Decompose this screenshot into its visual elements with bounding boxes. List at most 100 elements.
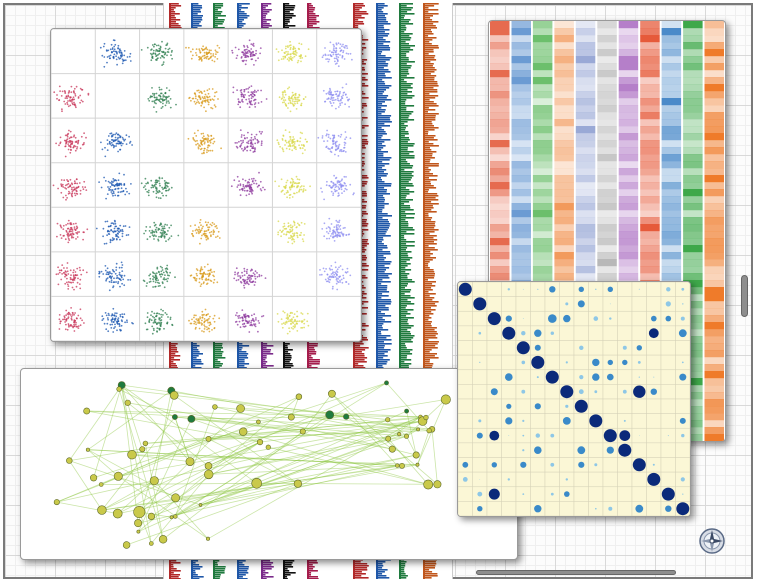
- node[interactable]: [299, 428, 306, 435]
- node[interactable]: [423, 414, 429, 421]
- node[interactable]: [327, 389, 336, 398]
- node[interactable]: [415, 462, 420, 467]
- bar: [284, 560, 295, 562]
- bar: [192, 361, 202, 363]
- node[interactable]: [149, 541, 154, 546]
- node[interactable]: [147, 512, 155, 520]
- scatterplot-matrix-panel[interactable]: [50, 28, 362, 342]
- node[interactable]: [171, 414, 178, 420]
- node[interactable]: [89, 474, 98, 482]
- node[interactable]: [187, 415, 196, 423]
- node[interactable]: [239, 427, 248, 436]
- node[interactable]: [122, 541, 131, 549]
- node[interactable]: [395, 463, 400, 468]
- edge: [86, 410, 261, 443]
- node[interactable]: [293, 479, 303, 488]
- node[interactable]: [295, 393, 303, 400]
- node[interactable]: [399, 463, 405, 469]
- node[interactable]: [397, 431, 402, 437]
- node[interactable]: [236, 404, 245, 413]
- bar: [400, 43, 409, 45]
- node[interactable]: [385, 417, 391, 423]
- bar: [354, 349, 366, 351]
- node[interactable]: [98, 482, 104, 487]
- node[interactable]: [66, 457, 73, 464]
- node[interactable]: [83, 407, 91, 415]
- bar: [377, 277, 390, 279]
- node[interactable]: [127, 449, 137, 460]
- node[interactable]: [149, 476, 159, 486]
- node[interactable]: [205, 436, 212, 442]
- node[interactable]: [158, 535, 168, 544]
- bar: [377, 309, 389, 311]
- bar: [262, 349, 271, 351]
- node[interactable]: [384, 380, 389, 386]
- node[interactable]: [433, 480, 442, 489]
- node[interactable]: [426, 427, 432, 434]
- bar: [238, 560, 246, 562]
- node[interactable]: [251, 478, 262, 489]
- node[interactable]: [206, 536, 211, 541]
- node[interactable]: [325, 410, 335, 420]
- node[interactable]: [171, 493, 180, 503]
- node[interactable]: [173, 514, 178, 519]
- node[interactable]: [388, 445, 396, 453]
- bar: [377, 19, 387, 21]
- node[interactable]: [142, 440, 149, 447]
- node[interactable]: [134, 519, 143, 528]
- node[interactable]: [198, 503, 203, 507]
- node[interactable]: [416, 427, 421, 432]
- node[interactable]: [204, 469, 214, 480]
- bar: [284, 15, 296, 17]
- node[interactable]: [136, 529, 141, 534]
- edge: [207, 416, 421, 540]
- node[interactable]: [185, 457, 195, 466]
- corr-dot: [505, 417, 513, 425]
- node[interactable]: [412, 451, 420, 459]
- bar: [400, 361, 405, 363]
- horizontal-scrollbar-thumb[interactable]: [476, 570, 676, 575]
- bar: [262, 357, 267, 359]
- node[interactable]: [139, 446, 146, 453]
- node[interactable]: [133, 506, 146, 519]
- node[interactable]: [265, 444, 271, 450]
- bar: [377, 319, 385, 321]
- node[interactable]: [287, 413, 295, 421]
- node[interactable]: [256, 419, 261, 425]
- bar: [400, 259, 410, 261]
- correlation-matrix-panel[interactable]: [457, 281, 691, 517]
- node[interactable]: [343, 413, 350, 420]
- node[interactable]: [212, 404, 218, 410]
- node[interactable]: [169, 515, 174, 520]
- node[interactable]: [97, 505, 107, 515]
- bar: [424, 49, 434, 51]
- node[interactable]: [385, 435, 392, 442]
- bar: [424, 241, 434, 243]
- bar: [377, 167, 383, 169]
- node[interactable]: [404, 408, 409, 414]
- node[interactable]: [169, 390, 179, 400]
- bar: [192, 23, 200, 25]
- bar: [214, 355, 223, 357]
- node[interactable]: [256, 438, 264, 446]
- node[interactable]: [116, 386, 122, 392]
- node[interactable]: [113, 471, 123, 481]
- bar: [400, 323, 409, 325]
- bar: [377, 105, 387, 107]
- node[interactable]: [124, 399, 131, 406]
- bar: [377, 179, 382, 181]
- node[interactable]: [85, 447, 90, 452]
- bar: [170, 19, 181, 21]
- bar: [400, 103, 406, 105]
- node[interactable]: [204, 462, 213, 470]
- compass-icon[interactable]: [698, 527, 726, 555]
- vertical-scrollbar-thumb[interactable]: [741, 275, 748, 317]
- bar: [400, 27, 407, 29]
- node[interactable]: [53, 499, 60, 506]
- node[interactable]: [440, 394, 451, 405]
- bar: [424, 227, 435, 229]
- node[interactable]: [112, 508, 123, 519]
- network-graph-panel[interactable]: [20, 368, 518, 560]
- node[interactable]: [403, 433, 409, 439]
- node[interactable]: [423, 479, 434, 490]
